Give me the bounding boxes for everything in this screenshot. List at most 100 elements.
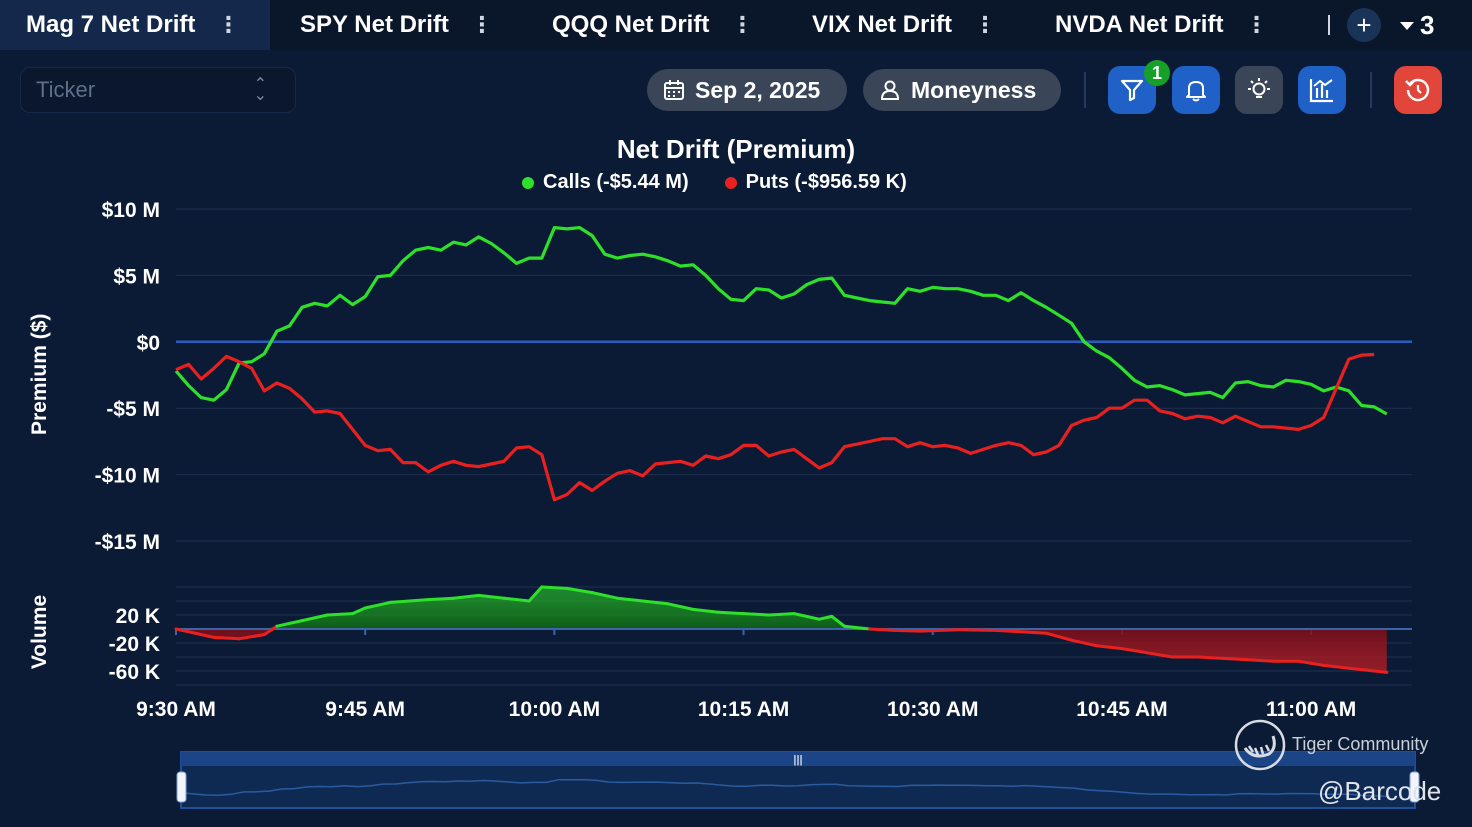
volume-line-segment (615, 596, 645, 603)
y-tick-label: -$5 M (106, 398, 160, 421)
tab-menu-icon[interactable]: ⋮ (217, 12, 240, 37)
tab-overflow-dropdown[interactable]: 3 (1400, 10, 1434, 41)
volume-line-segment (1246, 658, 1275, 663)
volume-line-segment (1095, 644, 1124, 651)
volume-line-segment (868, 627, 897, 632)
alerts-button[interactable] (1172, 66, 1220, 114)
tiger-community-logo (1234, 719, 1286, 771)
tab-menu-icon[interactable]: ⋮ (731, 12, 754, 37)
y-tick-label: -$15 M (95, 531, 160, 554)
add-tab-button[interactable]: + (1347, 8, 1381, 42)
volume-line-segment (641, 599, 670, 606)
tab-menu-icon[interactable]: ⋮ (470, 12, 493, 37)
date-picker-button[interactable]: Sep 2, 2025 (647, 69, 847, 111)
volume-line-segment (1019, 630, 1048, 635)
y-tick-label: $5 M (113, 265, 160, 288)
volume-line-segment (1322, 663, 1351, 670)
watermark-community: Tiger Community (1292, 734, 1429, 754)
plus-icon: + (1356, 9, 1372, 40)
tab-label: SPY Net Drift (300, 11, 449, 38)
volume-line-segment (691, 607, 720, 614)
x-tick-label: 10:00 AM (509, 698, 600, 721)
legend-calls-dot (522, 176, 534, 189)
volume-line-segment (262, 624, 279, 637)
navigator-mini-series (180, 778, 1390, 798)
volume-line-segment (477, 593, 506, 600)
moneyness-button[interactable]: Moneyness (863, 69, 1061, 111)
moneyness-label: Moneyness (911, 76, 1037, 103)
volume-line-segment (956, 628, 998, 632)
tab-mag7-net-drift[interactable]: Mag 7 Net Drift ⋮ (0, 0, 270, 50)
tab-spy-net-drift[interactable]: SPY Net Drift ⋮ (300, 0, 493, 50)
volume-line-segment (817, 614, 834, 621)
volume-tick-label: 20 K (116, 605, 160, 628)
tab-qqq-net-drift[interactable]: QQQ Net Drift ⋮ (552, 0, 753, 50)
tab-vix-net-drift[interactable]: VIX Net Drift ⋮ (812, 0, 996, 50)
tab-menu-icon[interactable]: ⋮ (1245, 12, 1268, 37)
puts-series-line (175, 352, 1375, 502)
volume-line-segment (842, 624, 872, 631)
lightbulb-icon (1248, 78, 1270, 98)
caret-down-icon (1400, 21, 1414, 30)
x-tick-label: 10:45 AM (1076, 698, 1167, 721)
tab-menu-icon[interactable]: ⋮ (974, 12, 997, 37)
volume-line-segment (351, 606, 367, 616)
volume-line-segment (1069, 638, 1099, 648)
chart-icon (1309, 79, 1333, 103)
volume-line-segment (502, 596, 531, 603)
x-tick-label: 10:15 AM (698, 698, 789, 721)
chart-type-button[interactable] (1298, 66, 1346, 114)
y-tick-label: $0 (137, 332, 160, 355)
range-handle-right[interactable] (1409, 771, 1420, 803)
volume-negative-area (176, 629, 1387, 673)
volume-line-segment (767, 612, 796, 617)
reset-button[interactable] (1394, 66, 1442, 114)
legend-puts[interactable]: Puts (-$956.59 K) (724, 171, 907, 194)
volume-tick-label: -20 K (109, 633, 160, 656)
volume-line-segment (830, 614, 846, 628)
volume-line-segment (792, 612, 821, 621)
bell-icon (1186, 81, 1206, 102)
x-tick-label: 9:45 AM (325, 698, 405, 721)
calendar-icon (664, 80, 684, 100)
legend-puts-dot (724, 176, 737, 189)
legend-calls[interactable]: Calls (-$5.44 M) (522, 171, 689, 194)
legend-calls-label: Calls (-$5.44 M) (543, 171, 689, 193)
tab-nvda-net-drift[interactable]: NVDA Net Drift ⋮ (1055, 0, 1267, 50)
x-tick-label: 10:30 AM (887, 698, 978, 721)
volume-line-segment (1372, 669, 1389, 674)
volume-line-segment (1347, 666, 1376, 673)
range-handle-left[interactable] (176, 771, 187, 803)
y-tick-label: -$10 M (95, 465, 160, 488)
tab-label: QQQ Net Drift (552, 11, 710, 38)
watermark-handle: @Barcode (1318, 776, 1442, 806)
x-tick-label: 9:30 AM (136, 698, 216, 721)
tab-overflow-count: 3 (1420, 10, 1435, 40)
filter-icon (1120, 79, 1144, 102)
volume-line-segment (540, 585, 569, 590)
volume-line-segment (590, 591, 619, 600)
volume-line-segment (893, 628, 922, 633)
volume-line-segment (237, 633, 266, 641)
range-navigator-scrollbar[interactable] (181, 752, 1415, 766)
tab-label: Mag 7 Net Drift (26, 11, 196, 38)
chart-title: Net Drift (Premium) (616, 134, 856, 164)
filter-count-badge: 1 (1144, 60, 1170, 86)
ticker-select[interactable]: Ticker ⌃ ⌄ (20, 67, 296, 113)
toolbar-divider (1370, 72, 1372, 108)
volume-line-segment (1221, 656, 1250, 662)
volume-line-segment (565, 586, 594, 595)
volume-line-segment (666, 602, 695, 611)
volume-line-segment (716, 610, 746, 616)
legend-puts-label: Puts (-$956.59 K) (745, 171, 907, 193)
highlight-button[interactable] (1235, 66, 1283, 114)
volume-line-segment (212, 635, 241, 641)
volume-line-segment (1120, 647, 1149, 655)
volume-line-segment (451, 593, 481, 600)
date-label: Sep 2, 2025 (695, 76, 821, 103)
volume-line-segment (1196, 655, 1225, 660)
volume-line-segment (994, 628, 1023, 634)
calls-series-line (174, 226, 1388, 416)
volume-line-segment (426, 596, 455, 602)
